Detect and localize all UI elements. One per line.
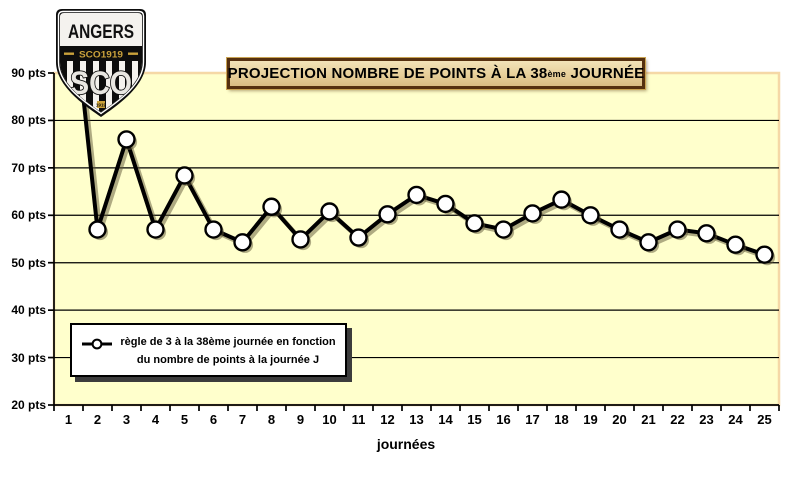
y-axis-tick-label: 90 pts: [11, 66, 46, 80]
logo-band: [60, 46, 142, 61]
x-axis-tick-label: 22: [670, 412, 685, 427]
legend-label: règle de 3 à la 38ème journée en fonctio…: [114, 333, 342, 369]
x-axis-title: journées: [376, 436, 436, 452]
legend-label-line2: du nombre de points à la journée J: [136, 354, 320, 366]
logo-band-text: SCO1919: [79, 50, 123, 61]
logo-year: 1919: [96, 102, 107, 107]
x-axis-tick-label: 19: [583, 412, 598, 427]
x-axis-tick-label: 15: [467, 412, 482, 427]
y-axis-tick-label: 20 pts: [11, 398, 46, 412]
y-axis-tick-label: 40 pts: [11, 303, 46, 318]
shield-inner-line: [57, 10, 145, 115]
x-axis-tick-label: 21: [641, 412, 656, 427]
logo-top-panel: [60, 13, 142, 46]
legend-label-line1: règle de 3 à la 38ème journée en fonctio…: [120, 336, 336, 348]
x-axis-tick-label: 4: [151, 412, 160, 427]
logo-monogram: SCO: [70, 65, 132, 101]
legend-series-marker: [82, 338, 112, 350]
x-axis-tick-label: 6: [209, 412, 218, 427]
x-axis-tick-label: 18: [554, 412, 569, 427]
x-axis-tick-label: 8: [267, 412, 276, 427]
legend-box: règle de 3 à la 38ème journée en fonctio…: [70, 323, 347, 377]
x-axis-tick-label: 17: [525, 412, 540, 427]
x-axis-tick-label: 11: [351, 412, 366, 427]
x-axis-tick-label: 14: [438, 412, 453, 427]
chart-title-suffix: JOURNÉE: [566, 65, 645, 82]
x-axis-tick-label: 9: [296, 412, 305, 427]
x-axis-tick-label: 2: [93, 412, 102, 427]
x-axis-tick-label: 3: [122, 412, 131, 427]
x-axis-tick-label: 13: [409, 412, 424, 427]
y-axis-tick-label: 50 pts: [11, 255, 46, 270]
logo-year-mark: [97, 101, 105, 108]
x-axis-tick-label: 16: [496, 412, 511, 427]
x-axis-tick-label: 12: [380, 412, 395, 427]
x-axis-tick-label: 20: [612, 412, 627, 427]
y-axis-tick-label: 80 pts: [11, 113, 46, 128]
y-axis-tick-label: 70 pts: [11, 160, 46, 175]
y-axis-tick-label: 30 pts: [11, 350, 46, 365]
x-axis-tick-label: 23: [699, 412, 714, 427]
logo-club-name: ANGERS: [68, 22, 134, 43]
x-axis-tick-label: 24: [728, 412, 743, 427]
chart-title-banner: PROJECTION NOMBRE DE POINTS À LA 38 ème J…: [227, 58, 645, 89]
x-axis-tick-label: 25: [757, 412, 772, 427]
x-axis-tick-label: 1: [64, 412, 73, 427]
x-axis-tick-label: 7: [238, 412, 247, 427]
angers-sco-logo: ANGERS SCO1919 1919 SCO: [56, 9, 146, 117]
x-axis-tick-label: 10: [322, 412, 337, 427]
chart-title-text: PROJECTION NOMBRE DE POINTS À LA 38: [227, 65, 548, 82]
y-axis-tick-label: 60 pts: [11, 208, 46, 223]
x-axis-tick-label: 5: [180, 412, 189, 427]
